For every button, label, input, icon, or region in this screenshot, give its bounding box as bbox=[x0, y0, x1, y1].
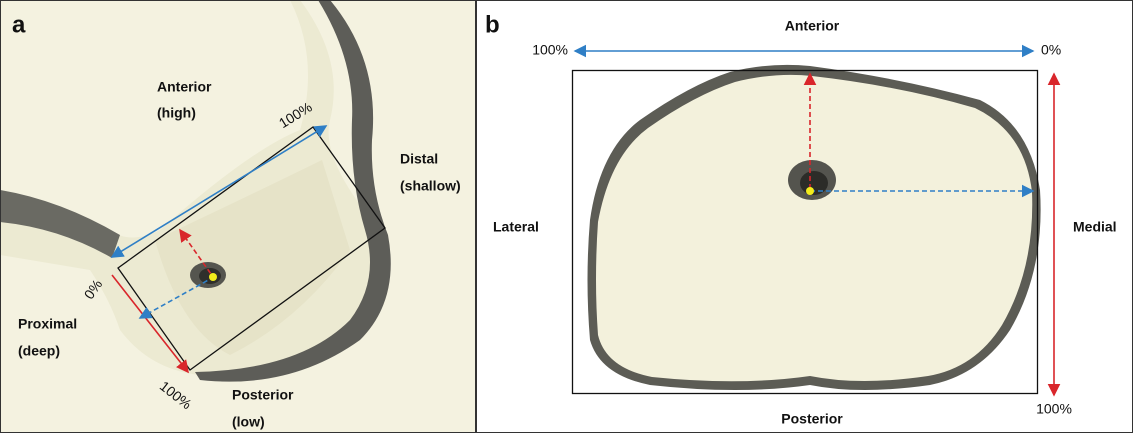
tibia-surface bbox=[596, 75, 1032, 381]
label: Medial bbox=[1073, 219, 1117, 235]
label: Proximal bbox=[18, 316, 77, 332]
panel-label: a bbox=[12, 11, 26, 38]
label: Posterior bbox=[232, 387, 294, 403]
tunnel-center bbox=[806, 187, 814, 195]
label: (low) bbox=[232, 414, 265, 430]
tunnel-center bbox=[209, 273, 217, 281]
panel-a-image bbox=[0, 0, 476, 433]
label: (shallow) bbox=[400, 178, 461, 194]
label: Posterior bbox=[781, 411, 843, 427]
label: Distal bbox=[400, 151, 438, 167]
label: Lateral bbox=[493, 219, 539, 235]
label: (high) bbox=[157, 105, 196, 121]
scale-label: 100% bbox=[532, 42, 568, 58]
label: Anterior bbox=[785, 18, 840, 34]
scale-label: 100% bbox=[1036, 401, 1072, 417]
scale-label: 0% bbox=[1041, 42, 1061, 58]
panel-label: b bbox=[485, 11, 500, 38]
figure: a Anterior (high) Distal (shallow) Proxi… bbox=[0, 0, 1133, 433]
page: {"panel_a": {"label": "a", "anterior": "… bbox=[0, 0, 1133, 433]
label: Anterior bbox=[157, 79, 212, 95]
label: (deep) bbox=[18, 343, 60, 359]
